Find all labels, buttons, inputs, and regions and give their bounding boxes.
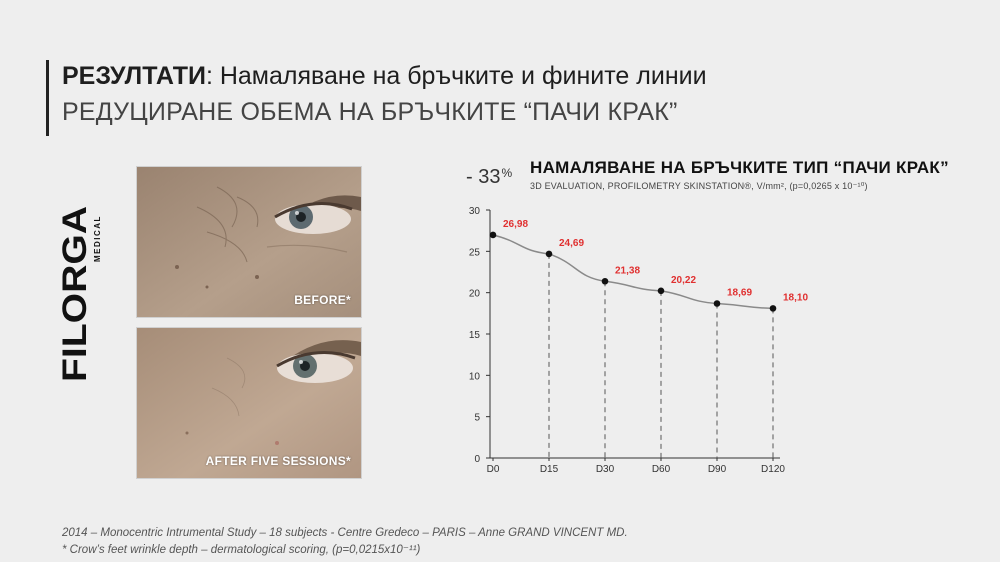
data-label: 18,69: [727, 287, 752, 298]
y-tick-label: 0: [474, 454, 480, 465]
x-tick-label: D30: [596, 464, 615, 475]
reduction-number: - 33: [466, 166, 501, 188]
y-tick-label: 5: [474, 413, 480, 424]
after-label: AFTER FIVE SESSIONS*: [205, 454, 351, 468]
data-label: 26,98: [503, 219, 528, 230]
before-photo: BEFORE*: [136, 166, 362, 318]
data-label: 21,38: [615, 265, 640, 276]
chart-title: НАМАЛЯВАНЕ НА БРЪЧКИТЕ ТИП “ПАЧИ КРАК”: [530, 158, 949, 177]
page-subtitle: РЕДУЦИРАНЕ ОБЕМА НА БРЪЧКИТЕ “ПАЧИ КРАК”: [62, 98, 678, 126]
data-point: [601, 277, 609, 285]
y-tick-label: 20: [469, 289, 481, 300]
data-point: [769, 305, 777, 312]
data-point: [489, 231, 497, 239]
brand-name: FILORGA: [56, 206, 94, 382]
wrinkle-line-chart: 0 5 10 15 20 25 30 26,98 24,69 21,38 20,22 18,69 18,…: [469, 206, 809, 475]
reduction-value: - 33%: [466, 166, 512, 189]
x-tick-label: D15: [540, 464, 559, 475]
x-tick-label: D0: [487, 464, 500, 475]
page-title: РЕЗУЛТАТИ: Намаляване на бръчките и фини…: [62, 62, 707, 91]
filorga-logo: FILORGA MEDICAL: [56, 206, 102, 382]
before-label: BEFORE*: [294, 293, 351, 307]
data-point: [713, 300, 721, 307]
after-photo: AFTER FIVE SESSIONS*: [136, 327, 362, 479]
brand-sub: MEDICAL: [93, 215, 102, 262]
x-tick-label: D90: [708, 464, 727, 475]
x-tick-label: D120: [761, 464, 785, 475]
data-point: [657, 287, 665, 295]
page-title-bold: РЕЗУЛТАТИ: [62, 62, 206, 90]
data-label: 24,69: [559, 238, 584, 249]
footnote-scoring: * Crow’s feet wrinkle depth – dermatolog…: [62, 544, 421, 556]
data-label: 18,10: [783, 292, 808, 303]
y-tick-label: 15: [469, 330, 481, 341]
title-accent-bar: [46, 60, 49, 136]
y-tick-label: 25: [469, 247, 481, 258]
footnote-study: 2014 – Monocentric Intrumental Study – 1…: [62, 527, 628, 539]
data-label: 20,22: [671, 275, 696, 286]
data-point: [545, 250, 553, 258]
reduction-unit: %: [501, 166, 513, 180]
x-tick-label: D60: [652, 464, 671, 475]
page-title-rest: : Намаляване на бръчките и фините линии: [205, 62, 707, 90]
y-tick-label: 10: [469, 371, 481, 382]
chart-subtitle: 3D EVALUATION, PROFILOMETRY SKINSTATION®…: [530, 181, 868, 191]
y-tick-label: 30: [469, 206, 481, 217]
